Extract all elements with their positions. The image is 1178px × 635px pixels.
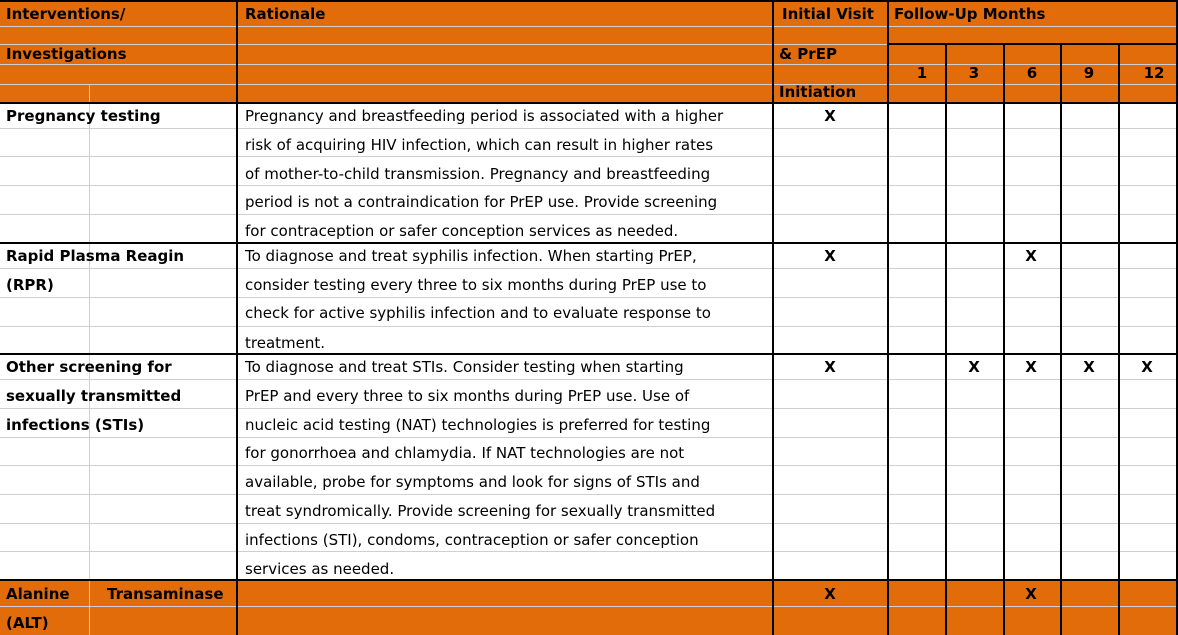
header-initial-line2: & PrEP xyxy=(779,45,837,63)
row-pregnancy-initial-mark: X xyxy=(824,107,836,125)
row-sti-initial-mark: X xyxy=(824,358,836,376)
header-rationale: Rationale xyxy=(245,5,326,23)
row-pregnancy-rationale-5: for contraception or safer conception se… xyxy=(245,222,679,240)
row-rpr-name-2: (RPR) xyxy=(6,276,54,294)
row-pregnancy-rationale-2: risk of acquiring HIV infection, which c… xyxy=(245,136,714,154)
row-alt-name-left: Alanine xyxy=(6,585,70,603)
row-sti-name-2: sexually transmitted xyxy=(6,387,182,405)
row-pregnancy-name: Pregnancy testing xyxy=(6,107,161,125)
row-sti-rationale-8: services as needed. xyxy=(245,560,395,578)
header-month-9: 9 xyxy=(1083,64,1095,82)
header-followup: Follow-Up Months xyxy=(894,5,1046,23)
row-pregnancy-rationale-1: Pregnancy and breastfeeding period is as… xyxy=(245,107,724,125)
row-rpr-rationale-3: check for active syphilis infection and … xyxy=(245,304,711,322)
row-rpr-rationale-4: treatment. xyxy=(245,334,326,352)
header-interventions-line2: Investigations xyxy=(6,45,127,63)
row-rpr-initial-mark: X xyxy=(824,247,836,265)
row-sti-rationale-3: nucleic acid testing (NAT) technologies … xyxy=(245,416,711,434)
row-sti-rationale-7: infections (STI), condoms, contraception… xyxy=(245,531,699,549)
header-interventions-line1: Interventions/ xyxy=(6,5,126,23)
row-pregnancy-rationale-4: period is not a contraindication for PrE… xyxy=(245,193,718,211)
row-sti-month3-mark: X xyxy=(968,358,980,376)
header-month-3: 3 xyxy=(968,64,980,82)
row-sti-name-1: Other screening for xyxy=(6,358,172,376)
row-sti-rationale-4: for gonorrhoea and chlamydia. If NAT tec… xyxy=(245,444,685,462)
row-sti-rationale-1: To diagnose and treat STIs. Consider tes… xyxy=(245,358,684,376)
row-sti-name-3: infections (STIs) xyxy=(6,416,145,434)
header-month-6: 6 xyxy=(1026,64,1038,82)
row-sti-month12-mark: X xyxy=(1141,358,1153,376)
header-initial-line1: Initial Visit xyxy=(782,5,874,23)
row-sti-rationale-6: treat syndromically. Provide screening f… xyxy=(245,502,716,520)
row-sti-rationale-2: PrEP and every three to six months durin… xyxy=(245,387,690,405)
header-initial-line3: Initiation xyxy=(779,83,857,101)
row-alt-initial-mark: X xyxy=(824,585,836,603)
row-rpr-rationale-2: consider testing every three to six mont… xyxy=(245,276,707,294)
header-month-1: 1 xyxy=(916,64,928,82)
header-fill xyxy=(0,0,1178,103)
row-pregnancy-rationale-3: of mother-to-child transmission. Pregnan… xyxy=(245,165,711,183)
row-sti-month9-mark: X xyxy=(1083,358,1095,376)
row-rpr-rationale-1: To diagnose and treat syphilis infection… xyxy=(245,247,697,265)
row-sti-month6-mark: X xyxy=(1025,358,1037,376)
header-month-12: 12 xyxy=(1143,64,1165,82)
row-alt-month6-mark: X xyxy=(1025,585,1037,603)
row-rpr-name-1: Rapid Plasma Reagin xyxy=(6,247,185,265)
row-sti-rationale-5: available, probe for symptoms and look f… xyxy=(245,473,700,491)
row-rpr-month6-mark: X xyxy=(1025,247,1037,265)
alt-row-fill xyxy=(0,580,1178,635)
row-alt-name-2: (ALT) xyxy=(6,614,49,632)
row-alt-name-right: Transaminase xyxy=(107,585,224,603)
